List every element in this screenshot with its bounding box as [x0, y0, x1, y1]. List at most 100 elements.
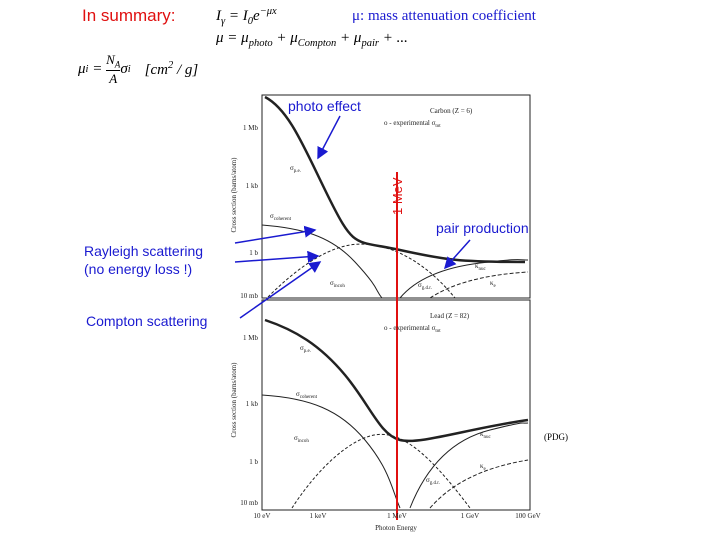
- pair-e-curve: [429, 459, 529, 509]
- pair-e-curve: [429, 271, 529, 299]
- eq-part: e: [253, 8, 260, 24]
- curve-symbol: σ: [294, 434, 298, 442]
- source: (PDG): [544, 432, 568, 442]
- eq-part: i: [127, 63, 131, 75]
- y-tick-label: 10 mb: [240, 292, 258, 300]
- pair-nuc-curve: [399, 259, 529, 299]
- arrows: [234, 115, 471, 319]
- curve-label: κe: [490, 279, 497, 289]
- eq-part: μ: [78, 60, 86, 77]
- x-tick-label: 1 GeV: [461, 512, 479, 520]
- curve-label: σcoherent: [270, 212, 292, 222]
- eq-part: γ: [221, 16, 226, 27]
- curve-symbol: σ: [418, 281, 422, 289]
- curve-label: σg.d.r.: [418, 281, 432, 291]
- curve-subscript: g.d.r.: [430, 481, 440, 486]
- curve-symbol: σ: [290, 164, 294, 172]
- curve-symbol: σ: [426, 476, 430, 484]
- curve-subscript: e: [494, 284, 497, 289]
- y-tick-label: 1 kb: [246, 182, 259, 190]
- coherent-curve: [261, 394, 401, 509]
- coherent-curve: [261, 224, 383, 299]
- arrow: [234, 250, 320, 263]
- curve-label: σg.d.r.: [426, 476, 440, 486]
- eq-part: −μx: [259, 6, 277, 17]
- curve-label: κnuc: [480, 430, 492, 440]
- eq-part: = I: [225, 8, 248, 24]
- energy-line-label: 1 MeV: [390, 177, 405, 215]
- legend-part: o - experimental σ: [384, 119, 436, 127]
- curve-subscript: g.d.r.: [422, 286, 432, 291]
- curves: [261, 95, 529, 509]
- y-tick-label: 1 Mb: [243, 334, 258, 342]
- panel-element: Lead (Z = 82): [430, 312, 470, 320]
- arrow: [317, 115, 341, 160]
- curve-symbol: σ: [296, 390, 300, 398]
- arrow: [239, 261, 322, 319]
- y-tick-label: 1 b: [249, 249, 258, 257]
- eq-part: I: [216, 8, 221, 24]
- eq-part: =: [88, 60, 107, 77]
- pair-nuc-curve: [409, 422, 529, 509]
- y-tick-label: 1 kb: [246, 400, 259, 408]
- curve-label: σincoh: [294, 434, 309, 444]
- eq-part: + μ: [272, 30, 298, 46]
- incoh-curve: [267, 243, 456, 299]
- panel-legend: o - experimental σtot: [384, 119, 441, 129]
- annotation: Compton scattering: [86, 313, 208, 329]
- definition: μ: mass attenuation coefficient: [352, 8, 536, 24]
- curve-subscript: nuc: [479, 267, 487, 272]
- eq-part: Compton: [297, 38, 337, 49]
- curve-subscript: e: [484, 467, 487, 472]
- eq-part: + ...: [378, 30, 408, 46]
- curve-subscript: p.e.: [294, 169, 301, 174]
- eq-part: / g]: [173, 61, 199, 78]
- annotation: (no energy loss !): [84, 261, 193, 277]
- fraction: NA A: [106, 52, 121, 87]
- curve-label: κnuc: [475, 262, 487, 272]
- eq-part: 2: [167, 59, 174, 71]
- incoh-curve: [291, 434, 471, 509]
- eq-part: A: [114, 59, 121, 70]
- eq-part: + μ: [336, 30, 362, 46]
- curve-symbol: κ: [490, 279, 494, 287]
- x-tick-label: 100 GeV: [515, 512, 540, 520]
- curve-symbol: κ: [475, 262, 479, 270]
- x-tick-label: 10 eV: [254, 512, 271, 520]
- curve-subscript: incoh: [298, 439, 310, 444]
- equation: Iγ = I0e−μx: [216, 6, 277, 27]
- eq-part: 0: [247, 16, 254, 27]
- panel-element: Carbon (Z = 6): [430, 107, 473, 115]
- y-tick-label: 10 mb: [240, 499, 258, 507]
- curve-label: σp.e.: [290, 164, 301, 174]
- x-tick-label: 1 MeV: [387, 512, 407, 520]
- arrow: [444, 239, 471, 270]
- curve-label: σcoherent: [296, 390, 318, 400]
- curve-symbol: κ: [480, 430, 484, 438]
- y-axis-title: Cross section (barns/atom): [230, 362, 238, 438]
- eq-part: N: [106, 52, 115, 67]
- eq-part: pair: [361, 38, 379, 49]
- curve-subscript: p.e.: [304, 349, 311, 354]
- eq-part: [cm: [144, 61, 168, 78]
- curve-symbol: σ: [330, 279, 334, 287]
- eq-part: photo: [248, 38, 273, 49]
- legend-part: o - experimental σ: [384, 324, 436, 332]
- curve-symbol: σ: [300, 344, 304, 352]
- legend-part: tot: [435, 329, 441, 334]
- arrow: [234, 225, 317, 244]
- annotation: Rayleigh scattering: [84, 243, 204, 259]
- total-curve: [264, 95, 526, 264]
- eq-part: A: [109, 70, 118, 86]
- panel-legend: o - experimental σtot: [384, 324, 441, 334]
- annotation: photo effect: [288, 98, 361, 114]
- curve-subscript: incoh: [334, 284, 346, 289]
- x-tick-label: 1 keV: [310, 512, 327, 520]
- curve-label: σincoh: [330, 279, 345, 289]
- y-axis-title: Cross section (barns/atom): [230, 157, 238, 233]
- heading: In summary:: [82, 6, 176, 25]
